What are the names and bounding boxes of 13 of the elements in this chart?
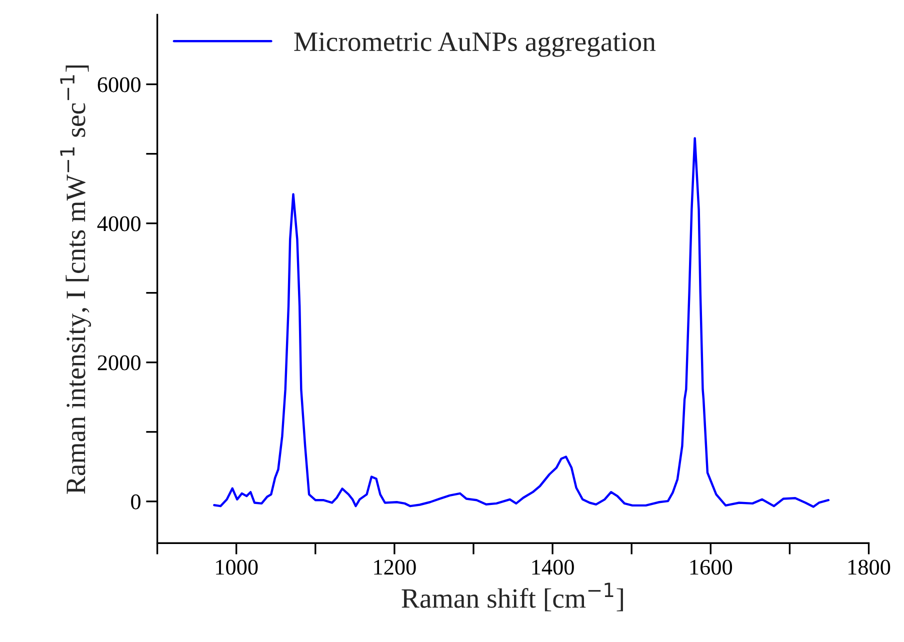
y-tick-label: 2000: [98, 355, 140, 370]
x-tick-label: 1200: [374, 560, 416, 575]
x-axis-title: Raman shift [cm$^{−1}$]: [402, 582, 623, 612]
x-tick-label: 1000: [216, 560, 258, 575]
line-series: [213, 137, 830, 508]
y-tick-label: 0: [131, 494, 140, 510]
x-tick-label: 1600: [690, 560, 732, 575]
y-tick-label: 6000: [98, 77, 140, 92]
legend-label: Micrometric AuNPs aggregation: [294, 32, 656, 57]
x-tick-label: 1800: [848, 560, 890, 575]
y-axis-title: Raman intensity, I [cnts mW$^{−1}$ sec$^{−1}$]: [60, 66, 92, 494]
y-tick-label: 4000: [97, 216, 140, 232]
x-tick-label: 1400: [532, 560, 574, 575]
